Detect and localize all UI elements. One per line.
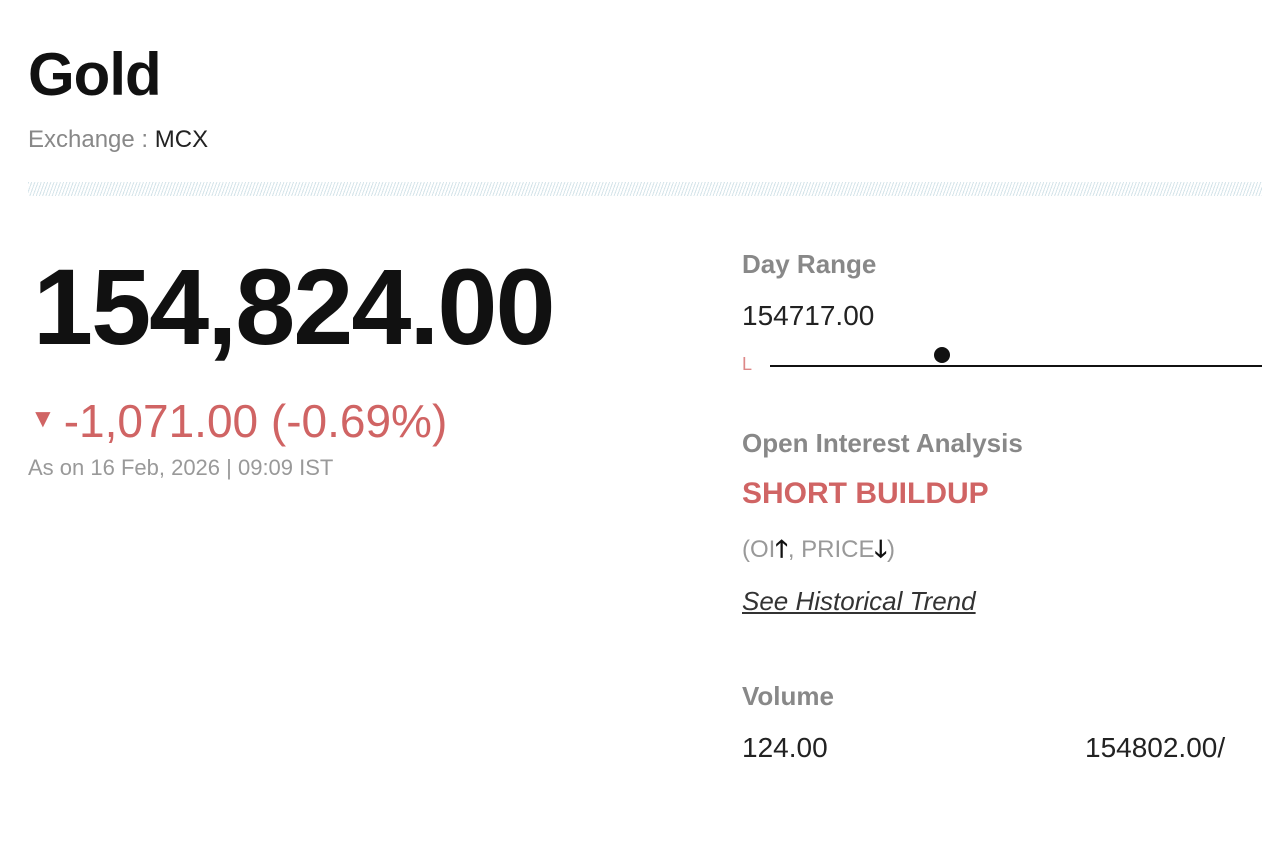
timestamp: As on 16 Feb, 2026 | 09:09 IST xyxy=(28,455,334,480)
day-range-indicator xyxy=(934,347,951,363)
last-price: 154,824.00 xyxy=(33,246,556,367)
bid-ask-value: 154802.00/ xyxy=(1085,732,1226,763)
volume-value: 124.00 xyxy=(742,732,828,763)
day-range-track xyxy=(770,365,1262,367)
oi-note-open: (OI xyxy=(742,536,776,563)
day-range-low: 154717.00 xyxy=(742,300,875,331)
arrow-up-icon: 🡑 xyxy=(775,536,788,563)
low-marker: L xyxy=(742,354,753,374)
price-change: ▼ -1,071.00 (-0.69%) xyxy=(30,394,447,448)
change-value: -1,071.00 (-0.69%) xyxy=(63,395,448,447)
divider xyxy=(28,182,1262,196)
exchange-label: Exchange : xyxy=(28,126,149,153)
exchange-info: Exchange : MCX xyxy=(28,126,208,154)
day-range-label: Day Range xyxy=(742,249,877,279)
oi-analysis-label: Open Interest Analysis xyxy=(742,428,1023,458)
volume-label: Volume xyxy=(742,681,834,711)
arrow-down-icon: 🡓 xyxy=(874,536,887,563)
page-title: Gold xyxy=(28,41,162,108)
oi-note-close: ) xyxy=(886,536,895,563)
oi-note-mid: , PRICE xyxy=(787,536,875,563)
oi-analysis-value: SHORT BUILDUP xyxy=(742,477,989,510)
triangle-down-icon: ▼ xyxy=(30,403,56,433)
oi-analysis-note: (OI🡑, PRICE🡓) xyxy=(742,532,895,573)
historical-trend-link[interactable]: See Historical Trend xyxy=(742,586,976,616)
exchange-value: MCX xyxy=(154,126,209,153)
